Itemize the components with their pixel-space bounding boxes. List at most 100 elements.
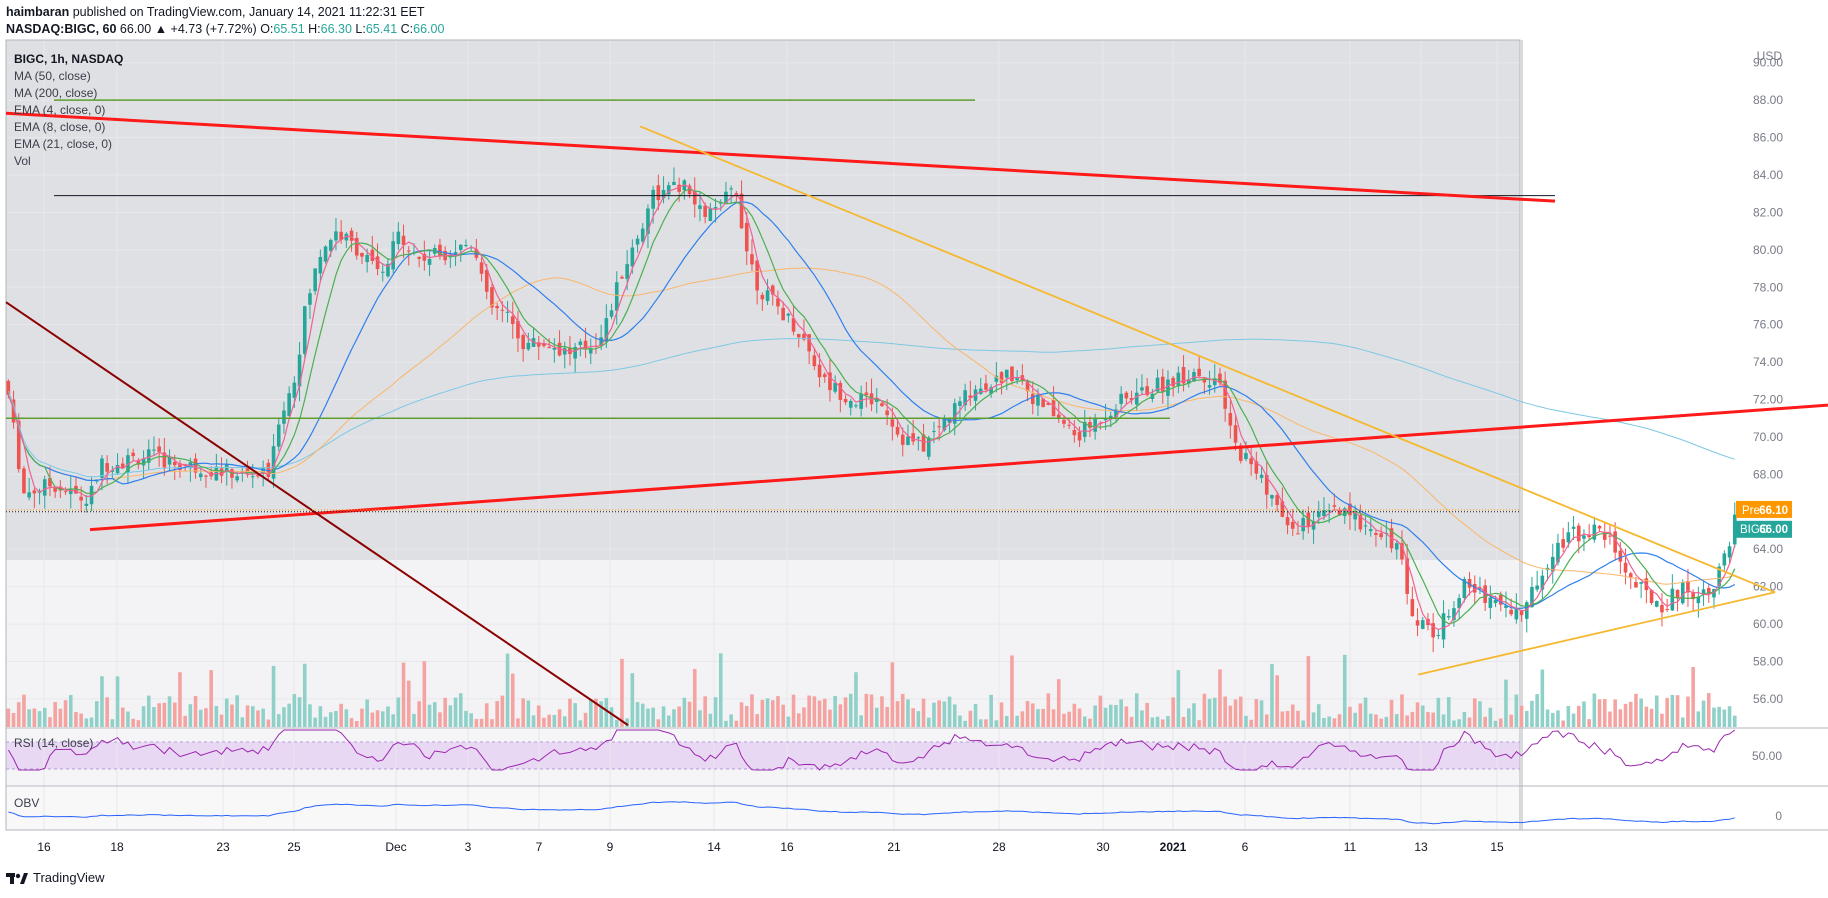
volume-bar bbox=[120, 707, 125, 727]
legend-ema21[interactable]: EMA (21, close, 0) bbox=[14, 137, 113, 151]
volume-bar bbox=[1056, 679, 1061, 727]
volume-bar bbox=[1186, 708, 1191, 727]
volume-bar bbox=[375, 710, 380, 727]
yellow-descending-line bbox=[639, 125, 1776, 594]
volume-bar bbox=[651, 707, 655, 727]
legend-ma50[interactable]: MA (50, close) bbox=[14, 69, 91, 83]
candle-body bbox=[224, 464, 229, 472]
volume-bar bbox=[630, 673, 635, 727]
volume-bar bbox=[240, 717, 245, 727]
candle-body bbox=[864, 392, 869, 396]
change-value: ▲ +4.73 (+7.72%) bbox=[154, 22, 257, 36]
ema8-line bbox=[7, 188, 1736, 625]
volume-bar bbox=[937, 700, 941, 727]
volume-bar bbox=[604, 697, 609, 727]
x-tick-label: 2021 bbox=[1160, 840, 1187, 854]
volume-bar bbox=[786, 716, 791, 727]
publisher-name[interactable]: haimbaran bbox=[6, 5, 70, 19]
candle-body bbox=[942, 418, 947, 431]
legend-ema4[interactable]: EMA (4, close, 0) bbox=[14, 103, 106, 117]
ma50-line bbox=[7, 267, 1735, 585]
candle-body bbox=[162, 452, 167, 468]
x-tick-label: 21 bbox=[887, 840, 901, 854]
volume-bar bbox=[656, 719, 661, 727]
volume-bar bbox=[1654, 695, 1659, 727]
volume-bar bbox=[552, 714, 557, 727]
y-tick-label: 86.00 bbox=[1753, 131, 1783, 145]
candle-body bbox=[89, 485, 94, 505]
candle-body bbox=[848, 400, 853, 408]
volume-bar bbox=[583, 712, 588, 727]
volume-bar bbox=[1192, 703, 1196, 727]
volume-bar bbox=[973, 704, 978, 727]
legend-ma200[interactable]: MA (200, close) bbox=[14, 86, 98, 100]
candle-body bbox=[178, 463, 182, 470]
candle-body bbox=[1706, 588, 1711, 594]
candle-body bbox=[1639, 582, 1643, 584]
volume-bar bbox=[1342, 654, 1347, 727]
volume-bar bbox=[578, 720, 583, 727]
candle-body bbox=[349, 230, 354, 241]
candle-body bbox=[438, 244, 442, 256]
volume-bar bbox=[230, 704, 234, 727]
volume-bar bbox=[58, 708, 63, 727]
volume-bar bbox=[412, 713, 416, 727]
candle-body bbox=[386, 263, 390, 277]
volume-bar bbox=[438, 712, 442, 727]
candle-body bbox=[895, 426, 900, 435]
candle-body bbox=[464, 245, 468, 247]
publish-line: haimbaran published on TradingView.com, … bbox=[6, 4, 425, 20]
candle-body bbox=[1587, 535, 1591, 538]
volume-bar bbox=[802, 707, 806, 727]
volume-bar bbox=[432, 702, 437, 727]
volume-bar bbox=[27, 709, 31, 727]
volume-bar bbox=[344, 709, 349, 727]
volume-bar bbox=[874, 707, 879, 727]
candle-body bbox=[1654, 601, 1659, 607]
volume-bar bbox=[1275, 675, 1279, 727]
volume-bar bbox=[1623, 703, 1628, 727]
y-tick-label: 74.00 bbox=[1753, 355, 1783, 369]
candle-body bbox=[1155, 377, 1160, 392]
volume-bar bbox=[1561, 720, 1565, 727]
volume-bar bbox=[755, 714, 759, 727]
volume-bar bbox=[1467, 717, 1472, 727]
candle-body bbox=[1171, 377, 1175, 387]
volume-bar bbox=[1072, 703, 1077, 727]
tradingview-logo[interactable]: TradingView bbox=[6, 870, 105, 885]
volume-bar bbox=[1732, 715, 1737, 727]
volume-bar bbox=[1665, 697, 1669, 727]
candle-body bbox=[1166, 379, 1170, 396]
volume-bar bbox=[1535, 694, 1539, 727]
volume-bar bbox=[724, 720, 728, 727]
volume-bar bbox=[770, 700, 775, 727]
candle-body bbox=[68, 488, 73, 494]
open-value: 65.51 bbox=[273, 22, 305, 36]
candle-body bbox=[1592, 524, 1597, 540]
candle-body bbox=[172, 461, 177, 466]
volume-bar bbox=[968, 710, 973, 727]
rsi-label[interactable]: RSI (14, close) bbox=[14, 736, 94, 750]
volume-bar bbox=[1311, 712, 1316, 727]
volume-bar bbox=[1457, 719, 1461, 727]
volume-bar bbox=[926, 717, 931, 727]
pre-price-tag bbox=[1736, 500, 1792, 518]
x-tick-label: 25 bbox=[287, 840, 301, 854]
obv-label[interactable]: OBV bbox=[14, 796, 40, 810]
legend-vol[interactable]: Vol bbox=[14, 154, 31, 168]
volume-bar bbox=[1368, 713, 1373, 727]
candle-body bbox=[885, 410, 889, 416]
volume-bar bbox=[484, 703, 489, 727]
volume-bar bbox=[1493, 720, 1498, 727]
tradingview-icon bbox=[6, 872, 28, 884]
candle-body bbox=[1410, 599, 1415, 617]
legend-symbol[interactable]: BIGC, 1h, NASDAQ bbox=[14, 52, 124, 66]
candle-body bbox=[1556, 542, 1560, 563]
candle-body bbox=[1244, 453, 1248, 460]
y-tick-label: 88.00 bbox=[1753, 93, 1783, 107]
volume-bar bbox=[984, 719, 988, 727]
candle-body bbox=[1634, 582, 1638, 588]
legend-ema8[interactable]: EMA (8, close, 0) bbox=[14, 120, 106, 134]
candle-body bbox=[698, 205, 702, 209]
